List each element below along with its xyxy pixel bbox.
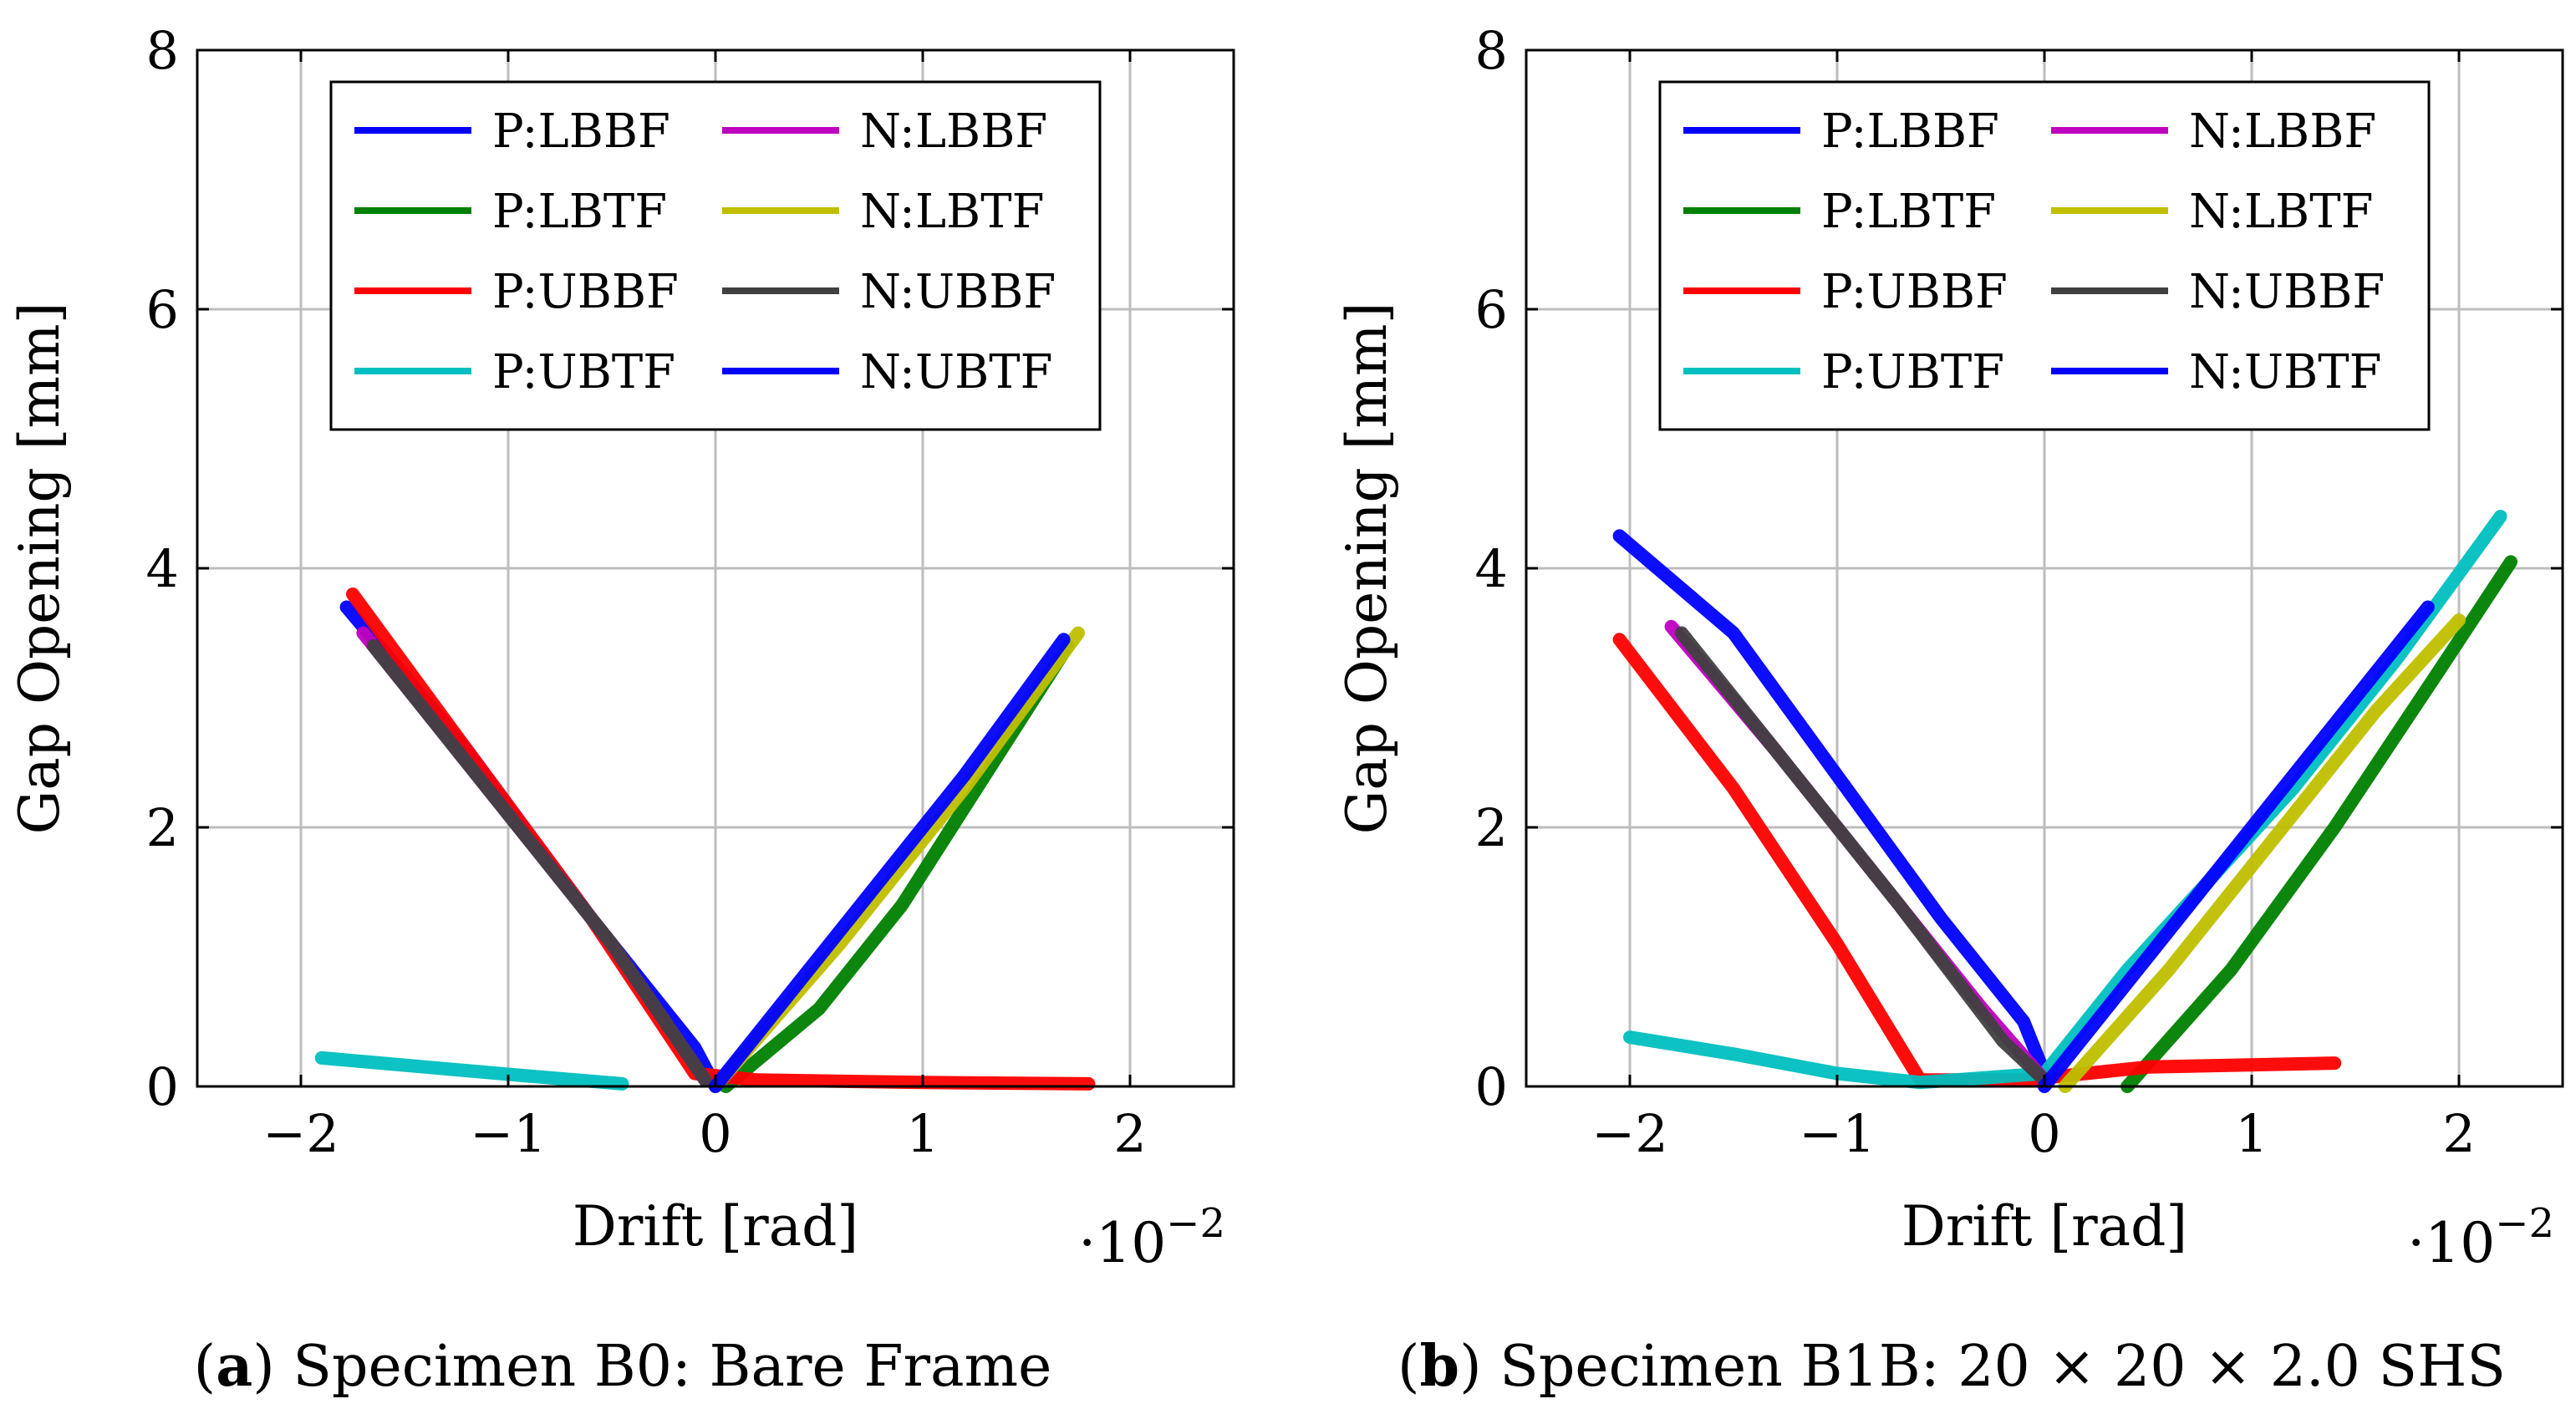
x-tick-label: −2	[262, 1103, 339, 1164]
panel-a: −2 −1 0 1 2 0 2 4 6 8 Drift [rad] Gap Opening [mm] ·…	[8, 20, 1235, 1400]
series-line-p-ubtf	[1623, 510, 2507, 1090]
x-tick-label: 1	[906, 1103, 939, 1164]
series-line-n-ubbf	[366, 639, 712, 1087]
legend-label: P:LBBF	[492, 104, 670, 159]
legend-label: N:UBBF	[2189, 265, 2385, 319]
series-line-p-lbtf	[2120, 555, 2517, 1093]
legend-label: P:UBBF	[1821, 265, 2008, 319]
y-tick-label: 8	[146, 20, 179, 81]
y-axis-label: Gap Opening [mm]	[8, 303, 72, 835]
y-tick-label: 6	[146, 279, 179, 340]
legend-label: N:LBTF	[860, 185, 1044, 239]
series-line-n-ubtf	[2038, 600, 2435, 1093]
panel-caption: (a) Specimen B0: Bare Frame	[194, 1333, 1052, 1400]
x-tick-label: 0	[699, 1103, 731, 1164]
legend-label: P:LBTF	[1821, 185, 1996, 239]
x-axis-label: Drift [rad]	[573, 1194, 858, 1259]
y-tick-label: 0	[146, 1056, 179, 1117]
legend-label: N:LBBF	[2189, 104, 2376, 159]
series-line-p-lbbf	[1612, 529, 2051, 1081]
x-tick-label: 0	[2028, 1103, 2060, 1164]
legend-label: P:UBTF	[492, 345, 675, 399]
legend-label: N:UBTF	[860, 345, 1052, 399]
legend-label: N:LBBF	[860, 104, 1047, 159]
x-multiplier-label: ·10−2	[2407, 1200, 2554, 1275]
panel-b: −2 −1 0 1 2 0 2 4 6 8 Drift [rad] Gap Opening [mm] ·…	[1335, 20, 2564, 1400]
y-tick-label: 4	[146, 538, 179, 599]
x-tick-label: −2	[1591, 1103, 1667, 1164]
legend-label: N:UBTF	[2189, 345, 2381, 399]
y-tick-label: 6	[1475, 279, 1508, 340]
legend-label: P:UBBF	[492, 265, 679, 319]
panel-caption: (b) Specimen B1B: 20 × 20 × 2.0 SHS	[1397, 1333, 2506, 1400]
x-tick-label: 1	[2235, 1103, 2268, 1164]
y-tick-label: 8	[1475, 20, 1508, 81]
legend-label: P:LBBF	[1821, 104, 1999, 159]
x-tick-label: −1	[1799, 1103, 1875, 1164]
legend-label: P:UBTF	[1821, 345, 2004, 399]
x-tick-label: 2	[1113, 1103, 1146, 1164]
y-axis-label: Gap Opening [mm]	[1335, 303, 1399, 835]
legend-label: N:UBBF	[860, 265, 1056, 319]
y-tick-label: 0	[1475, 1056, 1508, 1117]
legend-label: N:LBTF	[2189, 185, 2373, 239]
series-line-n-ubbf	[1675, 626, 2051, 1087]
series-line-n-lbtf	[2058, 613, 2466, 1093]
series-line-p-ubbf	[346, 588, 1096, 1091]
series-line-n-ubtf	[709, 633, 1071, 1093]
x-tick-label: 2	[2442, 1103, 2475, 1164]
x-tick-label: −1	[470, 1103, 546, 1164]
series-line-p-ubtf	[314, 1050, 629, 1091]
y-tick-label: 2	[146, 797, 179, 858]
legend-label: P:LBTF	[492, 185, 667, 239]
y-tick-label: 4	[1475, 538, 1508, 599]
y-tick-label: 2	[1475, 797, 1508, 858]
x-axis-label: Drift [rad]	[1901, 1194, 2187, 1259]
x-multiplier-label: ·10−2	[1078, 1200, 1225, 1275]
